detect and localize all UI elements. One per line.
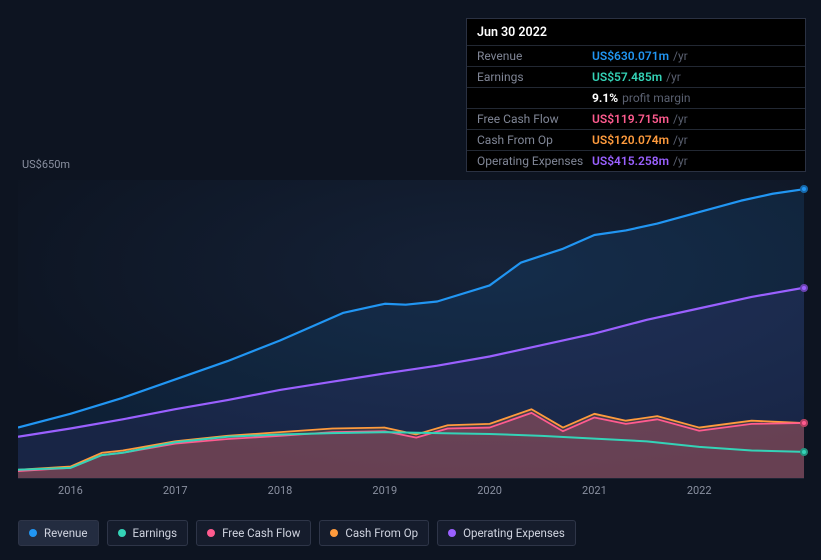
series-end-marker-fcf — [800, 419, 808, 427]
tooltip-row-value: US$415.258m — [592, 154, 669, 168]
legend-item-revenue[interactable]: Revenue — [18, 520, 99, 546]
tooltip-row-unit: /yr — [666, 70, 681, 84]
legend-item-label: Earnings — [133, 526, 178, 540]
x-axis: 2016 2017 2018 2019 2020 2021 2022 — [18, 484, 804, 502]
tooltip-row: Operating ExpensesUS$415.258m /yr — [467, 150, 805, 171]
legend-item-label: Cash From Op — [345, 526, 418, 540]
series-end-marker-revenue — [800, 185, 808, 193]
legend-dot-icon — [118, 529, 126, 537]
tooltip-row-label: Free Cash Flow — [477, 112, 592, 126]
legend-item-opex[interactable]: Operating Expenses — [437, 520, 576, 546]
chart-legend: Revenue Earnings Free Cash Flow Cash From O… — [18, 520, 576, 546]
tooltip-row-label: Operating Expenses — [477, 154, 592, 168]
tooltip-row-unit: /yr — [673, 112, 688, 126]
tooltip-date: Jun 30 2022 — [467, 19, 805, 45]
legend-dot-icon — [29, 529, 37, 537]
y-axis-label-max: US$650m — [22, 158, 70, 171]
x-axis-tick: 2016 — [58, 484, 83, 497]
series-end-marker-earnings — [800, 448, 808, 456]
legend-item-cashop[interactable]: Cash From Op — [319, 520, 429, 546]
legend-dot-icon — [330, 529, 338, 537]
tooltip-row-value: US$57.485m — [592, 70, 662, 84]
tooltip-row-unit: /yr — [673, 154, 688, 168]
tooltip-row-value: US$120.074m — [592, 133, 669, 147]
gridline — [18, 478, 804, 479]
legend-item-label: Revenue — [44, 526, 88, 540]
x-axis-tick: 2021 — [582, 484, 607, 497]
tooltip-row: RevenueUS$630.071m /yr — [467, 45, 805, 66]
x-axis-tick: 2022 — [687, 484, 712, 497]
legend-item-label: Operating Expenses — [463, 526, 565, 540]
tooltip-row: Cash From OpUS$120.074m /yr — [467, 129, 805, 150]
tooltip-row-unit: /yr — [673, 133, 688, 147]
tooltip-row-value: US$630.071m — [592, 49, 669, 63]
legend-dot-icon — [448, 529, 456, 537]
legend-item-earnings[interactable]: Earnings — [107, 520, 189, 546]
tooltip-profit-margin-value: 9.1% — [592, 91, 618, 105]
tooltip-row-label: Earnings — [477, 70, 592, 84]
tooltip-row-label: Cash From Op — [477, 133, 592, 147]
x-axis-tick: 2020 — [477, 484, 502, 497]
hover-tooltip: Jun 30 2022 RevenueUS$630.071m /yrEarnin… — [466, 18, 806, 172]
x-axis-tick: 2017 — [163, 484, 188, 497]
legend-item-label: Free Cash Flow — [222, 526, 300, 540]
x-axis-tick: 2018 — [268, 484, 293, 497]
x-axis-tick: 2019 — [372, 484, 397, 497]
tooltip-row-value: US$119.715m — [592, 112, 669, 126]
tooltip-row-label: Revenue — [477, 49, 592, 63]
tooltip-row: EarningsUS$57.485m /yr — [467, 66, 805, 87]
tooltip-row: Free Cash FlowUS$119.715m /yr — [467, 108, 805, 129]
series-end-marker-opex — [800, 284, 808, 292]
tooltip-row-label — [477, 91, 592, 105]
tooltip-profit-margin-label: profit margin — [622, 91, 690, 105]
legend-item-fcf[interactable]: Free Cash Flow — [196, 520, 311, 546]
financials-chart[interactable] — [18, 180, 804, 478]
tooltip-row: 9.1% profit margin — [467, 87, 805, 108]
tooltip-row-unit: /yr — [673, 49, 688, 63]
legend-dot-icon — [207, 529, 215, 537]
